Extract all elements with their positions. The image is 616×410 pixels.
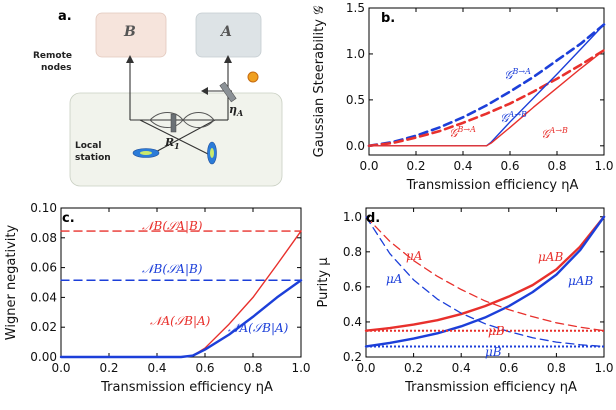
panel-c-xlabel: Transmission efficiency ηA (100, 380, 273, 395)
panel-d-chart: 0.0 0.2 0.4 0.6 0.8 1.00.20.40.60.81.0Transmi… (316, 207, 614, 395)
annotation-nb-red: 𝒩B(𝒮A|B) (142, 219, 203, 233)
panel-d-xtick-label: 0.6 (499, 361, 518, 375)
panel-b-xtick-label: 0.6 (500, 159, 519, 173)
panel-c-axes: 0.0 0.2 0.4 0.6 0.8 1.0 0.00 0.02 0.04 0.06 0.08 0.… (4, 201, 311, 395)
panel-d-axes: 0.0 0.2 0.4 0.6 0.8 1.00.20.40.60.81.0Transmi… (316, 207, 614, 395)
annotation-gba-blue: 𝒢B→A (504, 67, 531, 82)
panel-b-plot-frame (368, 7, 605, 156)
panel-a-label: a. (58, 9, 72, 24)
local-station-label-line2: station (75, 153, 111, 163)
panel-c-ytick-label: 0.02 (30, 320, 57, 334)
panel-c-ylabel: Wigner negativity (4, 224, 19, 340)
panel-d-ytick-label: 0.6 (343, 280, 362, 294)
panel-b-xtick-label: 0.8 (547, 159, 566, 173)
beam-arrowheads (126, 55, 232, 95)
local-station-box (69, 92, 283, 187)
squeezed-state-icon-1-core (140, 151, 152, 155)
panel-b-ytick-label: 0.5 (346, 93, 365, 107)
remote-nodes-label-line2: nodes (41, 63, 72, 73)
panel-d-ytick-label: 0.4 (343, 315, 362, 329)
panel-c-ytick-label: 0.06 (30, 261, 57, 275)
annotation-muab-blue: μAB (568, 274, 593, 288)
panel-d-series-line-0 (364, 215, 606, 332)
beam-splitter-eta (219, 81, 237, 103)
annotation-gab-blue: 𝒢A→B (500, 110, 527, 125)
panel-c-ytick-label: 0.04 (30, 290, 57, 304)
panel-b-ytick-label: 0.0 (346, 139, 365, 153)
annotation-mua-blue: μA (386, 272, 403, 286)
panel-b-axes: 0.0 0.2 0.4 0.6 0.8 1.0 0.0 0.5 1.0 1.5 Transmissi… (312, 1, 614, 193)
panel-c-xtick-label: 0.4 (147, 361, 166, 375)
panel-d-series (364, 215, 606, 348)
beam-splitter-r1 (170, 113, 177, 133)
panel-b-xtick-label: 0.2 (406, 159, 425, 173)
panel-b-chart: 0.0 0.2 0.4 0.6 0.8 1.0 0.0 0.5 1.0 1.5 Transmissi… (312, 1, 614, 193)
panel-b-label: b. (381, 11, 395, 26)
panel-c-xtick-label: 0.6 (195, 361, 214, 375)
annotation-na-red: 𝒩A(𝒮B|A) (150, 314, 211, 328)
panel-c-xtick-label: 0.2 (99, 361, 118, 375)
panel-b-ytick-label: 1.0 (346, 47, 365, 61)
node-b-label: B (123, 24, 136, 40)
panel-d-xtick-label: 0.2 (404, 361, 423, 375)
panel-c-xtick-label: 0.0 (51, 361, 70, 375)
panel-c-chart: 0.0 0.2 0.4 0.6 0.8 1.0 0.00 0.02 0.04 0.06 0.08 0.… (4, 201, 311, 395)
panel-d-xlabel: Transmission efficiency ηA (404, 380, 577, 395)
vacuum-input-icon (247, 71, 259, 83)
annotation-mub-blue: μB (485, 345, 502, 359)
panel-c-series-line-2 (60, 230, 302, 358)
panel-d-xtick-label: 0.0 (356, 361, 375, 375)
annotation-mua-red: μA (406, 249, 423, 263)
panel-c-ytick-label: 0.10 (30, 201, 57, 215)
panel-b-ylabel: Gaussian Steerability 𝒢 (312, 6, 327, 158)
panel-c-label: c. (62, 211, 75, 226)
panel-b-series-line-1 (367, 48, 606, 148)
annotation-muab-red: μAB (538, 250, 563, 264)
annotation-gab-red: 𝒢A→B (541, 126, 568, 141)
squeezed-state-icon-2-core (210, 148, 214, 158)
panel-c-xtick-label: 1.0 (291, 361, 310, 375)
annotation-mub-red: μB (488, 324, 505, 338)
panel-b-ytick-label: 1.5 (346, 1, 365, 15)
panel-d-ytick-label: 1.0 (343, 210, 362, 224)
node-a-label: A (219, 24, 232, 40)
panel-b-series-line-2 (368, 23, 605, 147)
panel-c-xtick-label: 0.8 (243, 361, 262, 375)
local-station-label-line1: Local (75, 141, 101, 151)
panel-d-xtick-label: 1.0 (594, 361, 613, 375)
panel-b-series-line-3 (368, 49, 605, 147)
panel-d-label: d. (366, 211, 380, 226)
panel-d-plot-frame (365, 207, 605, 358)
remote-nodes-label-line1: Remote (33, 51, 72, 61)
panel-d-ytick-label: 0.2 (343, 350, 362, 364)
panel-c-ytick-label: 0.08 (30, 231, 57, 245)
annotation-nb-blue: 𝒩B(𝒮A|B) (142, 262, 203, 276)
annotation-na-blue: 𝒩A(𝒮B|A) (228, 321, 289, 335)
panel-c-series (59, 230, 303, 359)
panel-c-ytick-label: 0.00 (30, 350, 57, 364)
panel-d-ylabel: Purity μ (316, 257, 331, 307)
panel-b-xtick-label: 0.4 (453, 159, 472, 173)
panel-d-xtick-label: 0.4 (452, 361, 471, 375)
panel-a-schematic: a. B A Remote nodes Local station ηA R1 (33, 9, 283, 187)
panel-d-series-line-2 (365, 216, 605, 332)
panel-d-series-line-3 (365, 216, 605, 348)
panel-d-series-line-1 (364, 215, 606, 348)
panel-d-ytick-label: 0.8 (343, 245, 362, 259)
panel-b-series-line-0 (367, 23, 606, 148)
panel-d-xtick-label: 0.8 (547, 361, 566, 375)
r1-label: R1 (164, 136, 180, 151)
eta-label: ηA (229, 103, 243, 118)
panel-b-series (367, 23, 606, 148)
panel-c-series-line-3 (59, 279, 303, 359)
annotation-gba-red: 𝒢B→A (449, 125, 476, 140)
panel-b-xlabel: Transmission efficiency ηA (406, 178, 579, 193)
panel-b-xtick-label: 1.0 (594, 159, 613, 173)
panel-b-xtick-label: 0.0 (359, 159, 378, 173)
